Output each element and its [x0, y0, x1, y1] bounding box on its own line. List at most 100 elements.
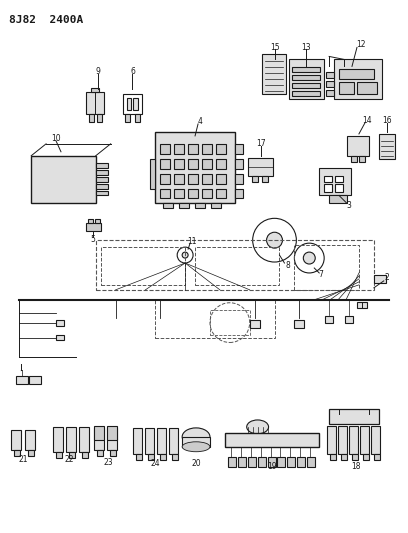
- Bar: [329, 409, 379, 424]
- Bar: [324, 183, 332, 191]
- Bar: [96, 190, 108, 196]
- Text: 13: 13: [302, 43, 311, 52]
- Bar: [307, 457, 315, 466]
- Bar: [335, 175, 343, 182]
- Bar: [56, 335, 64, 341]
- Text: 14: 14: [362, 117, 372, 125]
- Bar: [94, 428, 104, 450]
- Text: 2: 2: [384, 273, 389, 282]
- Bar: [96, 240, 374, 290]
- Bar: [235, 144, 243, 154]
- Bar: [110, 450, 115, 456]
- Bar: [195, 247, 279, 285]
- Bar: [66, 427, 76, 452]
- Bar: [122, 94, 142, 114]
- Bar: [195, 204, 205, 208]
- Bar: [160, 454, 166, 459]
- Bar: [96, 176, 108, 182]
- Bar: [136, 454, 142, 459]
- Bar: [91, 88, 99, 92]
- Bar: [257, 457, 266, 466]
- Bar: [188, 144, 198, 154]
- Bar: [79, 427, 89, 452]
- Bar: [95, 219, 100, 223]
- Text: 16: 16: [382, 117, 392, 125]
- Bar: [28, 450, 34, 456]
- Bar: [324, 175, 332, 182]
- Bar: [293, 75, 320, 80]
- Bar: [277, 457, 286, 466]
- Bar: [357, 82, 377, 94]
- Bar: [349, 426, 358, 454]
- Bar: [133, 98, 138, 110]
- Bar: [133, 428, 142, 454]
- Bar: [329, 196, 347, 204]
- Text: 8J82  2400A: 8J82 2400A: [9, 15, 84, 25]
- Bar: [86, 223, 101, 231]
- Ellipse shape: [182, 442, 210, 452]
- Bar: [188, 159, 198, 168]
- Text: 20: 20: [191, 459, 201, 468]
- Bar: [351, 156, 357, 161]
- Bar: [82, 452, 88, 458]
- Text: 10: 10: [51, 134, 61, 143]
- Circle shape: [295, 243, 324, 273]
- Bar: [56, 452, 62, 458]
- Bar: [216, 159, 226, 168]
- Bar: [297, 457, 305, 466]
- Bar: [235, 159, 243, 168]
- Bar: [363, 454, 369, 459]
- Ellipse shape: [182, 428, 210, 446]
- Bar: [345, 316, 353, 322]
- Bar: [97, 114, 102, 122]
- Bar: [327, 426, 336, 454]
- Bar: [96, 183, 108, 189]
- Bar: [228, 457, 236, 466]
- Bar: [248, 158, 273, 175]
- Bar: [155, 300, 275, 337]
- Bar: [216, 174, 226, 183]
- Bar: [371, 426, 380, 454]
- Bar: [202, 159, 212, 168]
- Bar: [14, 450, 20, 456]
- Bar: [268, 457, 275, 466]
- Bar: [174, 159, 184, 168]
- Bar: [25, 430, 35, 450]
- Bar: [360, 426, 369, 454]
- Text: 3: 3: [346, 201, 351, 210]
- Bar: [174, 144, 184, 154]
- Bar: [106, 426, 117, 440]
- Bar: [56, 320, 64, 326]
- Circle shape: [182, 252, 188, 258]
- Bar: [179, 204, 189, 208]
- Bar: [86, 92, 104, 114]
- Bar: [97, 450, 103, 456]
- Text: 8: 8: [285, 261, 290, 270]
- Bar: [293, 91, 320, 96]
- Bar: [31, 156, 96, 204]
- Bar: [101, 247, 185, 285]
- Bar: [295, 245, 359, 290]
- Bar: [202, 174, 212, 183]
- Bar: [216, 189, 226, 198]
- Bar: [160, 189, 170, 198]
- Text: 17: 17: [256, 139, 266, 148]
- Text: 21: 21: [18, 455, 28, 464]
- Bar: [11, 430, 21, 450]
- Circle shape: [303, 252, 315, 264]
- Bar: [210, 310, 250, 335]
- Bar: [151, 159, 155, 189]
- Bar: [160, 159, 170, 168]
- Bar: [330, 454, 336, 459]
- Bar: [379, 134, 395, 159]
- Bar: [155, 132, 235, 204]
- Bar: [235, 174, 243, 183]
- Text: 11: 11: [187, 237, 197, 246]
- Text: 23: 23: [104, 458, 113, 467]
- Bar: [262, 175, 268, 182]
- Bar: [248, 457, 256, 466]
- Bar: [174, 189, 184, 198]
- Text: 24: 24: [151, 459, 160, 468]
- Bar: [124, 114, 129, 122]
- Text: 1: 1: [19, 370, 24, 379]
